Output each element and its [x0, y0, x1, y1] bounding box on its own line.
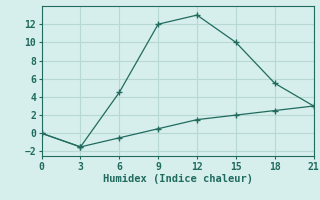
X-axis label: Humidex (Indice chaleur): Humidex (Indice chaleur) — [103, 174, 252, 184]
